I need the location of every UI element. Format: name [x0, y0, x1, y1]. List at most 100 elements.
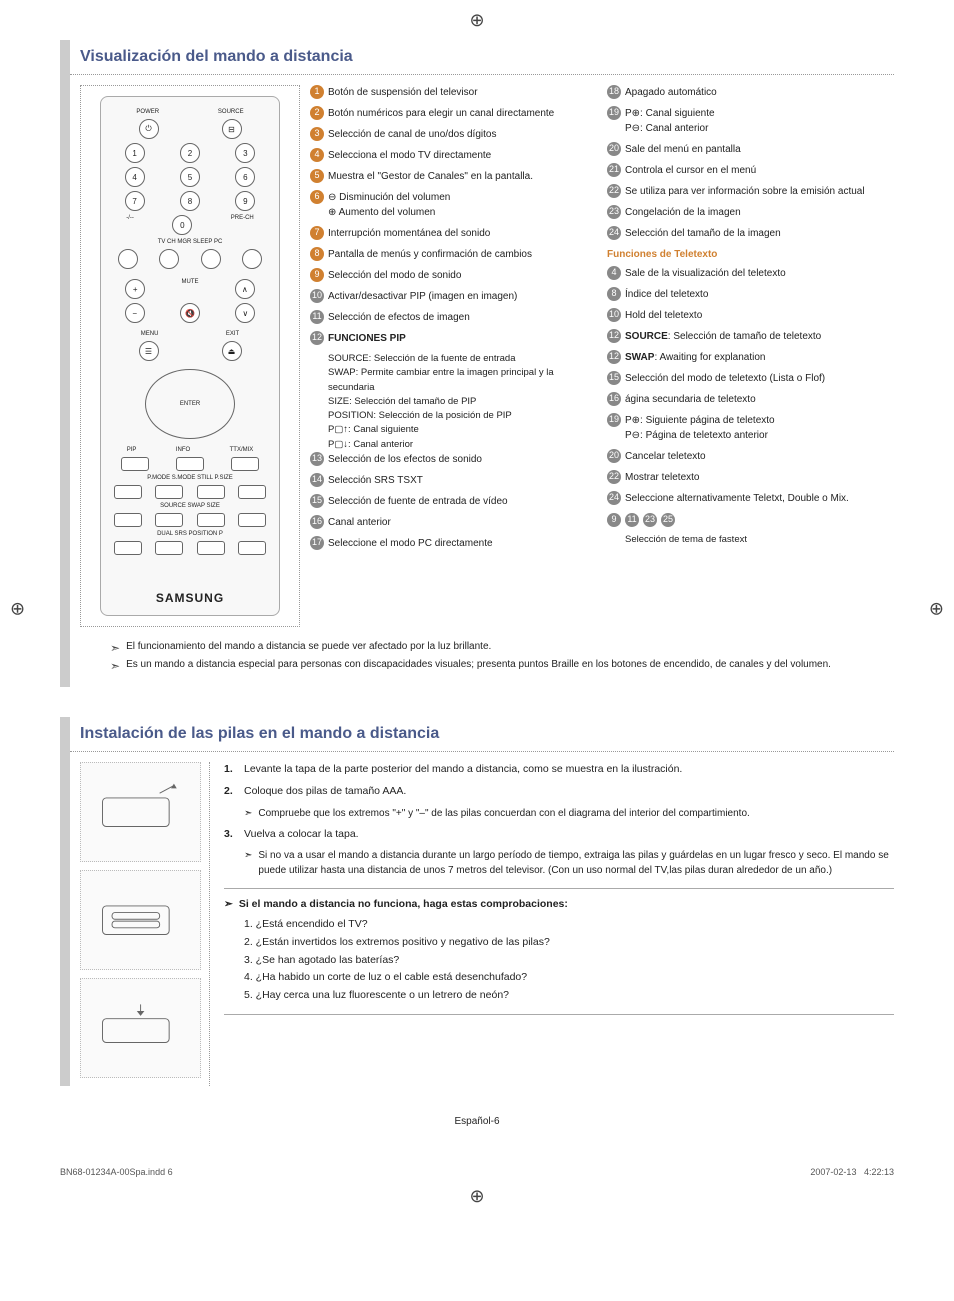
callout-text: Seleccione alternativamente Teletxt, Dou… — [625, 491, 894, 506]
arrow-icon: ➣ — [110, 659, 120, 673]
pip-line: POSITION: Selección de la posición de PI… — [328, 409, 597, 423]
troubleshoot-item: 2. ¿Están invertidos los extremos positi… — [244, 935, 894, 951]
callout-text: Sale del menú en pantalla — [625, 142, 894, 157]
callout-num: 5 — [310, 169, 324, 183]
battery-step-3-img — [80, 978, 201, 1078]
callout-text: Selección de canal de uno/dos dígitos — [328, 127, 597, 142]
callout-text: Mostrar teletexto — [625, 470, 894, 485]
callout-num: 10 — [310, 289, 324, 303]
callout-num: 25 — [661, 513, 675, 527]
pip-line: SWAP: Permite cambiar entre la imagen pr… — [328, 366, 597, 395]
callout-num: 11 — [625, 513, 639, 527]
callout-num: 10 — [607, 308, 621, 322]
callout-text: Interrupción momentánea del sonido — [328, 226, 597, 241]
callout-num: 19 — [607, 106, 621, 120]
callout-text: Sale de la visualización del teletexto — [625, 266, 894, 281]
callout-num: 22 — [607, 184, 621, 198]
note-text: Es un mando a distancia especial para pe… — [126, 659, 831, 670]
print-time: 4:22:13 — [864, 1167, 894, 1177]
callout-num: 24 — [607, 226, 621, 240]
callout-text: Selección de fuente de entrada de vídeo — [328, 494, 597, 509]
callout-text: Muestra el "Gestor de Canales" en la pan… — [328, 169, 597, 184]
note-text: El funcionamiento del mando a distancia … — [126, 641, 491, 652]
step-subtext: Si no va a usar el mando a distancia dur… — [258, 848, 894, 878]
callout-num: 4 — [607, 266, 621, 280]
callout-text: Pantalla de menús y confirmación de camb… — [328, 247, 597, 262]
troubleshoot-item: 3. ¿Se han agotado las baterías? — [244, 953, 894, 969]
callout-num: 18 — [607, 85, 621, 99]
callout-text: P⊕: Canal siguienteP⊖: Canal anterior — [625, 106, 894, 136]
callout-num: 22 — [607, 470, 621, 484]
registration-mark: ⊕ — [469, 10, 484, 31]
callout-num: 19 — [607, 413, 621, 427]
step-text: Levante la tapa de la parte posterior de… — [244, 762, 682, 778]
arrow-icon: ➣ — [244, 848, 252, 878]
callout-text: Canal anterior — [328, 515, 597, 530]
callout-num: 15 — [310, 494, 324, 508]
page-number: Español-6 — [60, 1116, 894, 1127]
remote-notes: ➣ El funcionamiento del mando a distancia… — [70, 627, 894, 687]
registration-mark: ⊕ — [469, 1186, 484, 1207]
callout-num: 24 — [607, 491, 621, 505]
registration-mark: ⊕ — [929, 598, 944, 619]
troubleshoot-item: 4. ¿Ha habido un corte de luz o el cable… — [244, 970, 894, 986]
callout-text: Botón de suspensión del televisor — [328, 85, 597, 100]
description-column-1: 1Botón de suspensión del televisor2Botón… — [310, 85, 597, 627]
callout-text: Seleccione el modo PC directamente — [328, 536, 597, 551]
callout-text: P⊕: Siguiente página de teletextoP⊖: Pág… — [625, 413, 894, 443]
callout-num: 11 — [310, 310, 324, 324]
callout-text: Cancelar teletexto — [625, 449, 894, 464]
step-number: 3. — [224, 827, 244, 843]
callout-text: Activar/desactivar PIP (imagen en imagen… — [328, 289, 597, 304]
callout-text: Selección de los efectos de sonido — [328, 452, 597, 467]
pip-line: SOURCE: Selección de la fuente de entrad… — [328, 352, 597, 366]
battery-step-2-img — [80, 870, 201, 970]
callout-num: 7 — [310, 226, 324, 240]
fastext-label: Selección de tema de fastext — [607, 533, 894, 547]
arrow-icon: ➣ — [110, 641, 120, 655]
step-subtext: Compruebe que los extremos "+" y "–" de … — [258, 806, 749, 821]
step-number: 2. — [224, 784, 244, 800]
pip-line: P▢↓: Canal anterior — [328, 438, 597, 452]
registration-mark: ⊕ — [10, 598, 25, 619]
callout-text: Selección del tamaño de la imagen — [625, 226, 894, 241]
callout-num: 16 — [310, 515, 324, 529]
print-date: 2007-02-13 — [810, 1167, 856, 1177]
callout-num: 17 — [310, 536, 324, 550]
fastext-numbers: 9112325 — [607, 512, 679, 527]
print-file-name: BN68-01234A-00Spa.indd 6 — [60, 1167, 173, 1177]
section-battery-install: Instalación de las pilas en el mando a d… — [60, 717, 894, 1086]
callout-text: Se utiliza para ver información sobre la… — [625, 184, 894, 199]
callout-text: Botón numéricos para elegir un canal dir… — [328, 106, 597, 121]
callout-text: Selección del modo de sonido — [328, 268, 597, 283]
callout-num: 21 — [607, 163, 621, 177]
step-text: Vuelva a colocar la tapa. — [244, 827, 359, 843]
callout-num: 2 — [310, 106, 324, 120]
callout-num: 13 — [310, 452, 324, 466]
arrow-icon: ➣ — [224, 897, 233, 913]
callout-num: 12 — [310, 331, 324, 345]
troubleshoot-block: ➣Si el mando a distancia no funciona, ha… — [224, 888, 894, 1015]
callout-num: 4 — [310, 148, 324, 162]
callout-text: Apagado automático — [625, 85, 894, 100]
remote-illustration: POWERSOURCE ⏻⊟ 123 456 789 -/--0PRE-CH T… — [100, 96, 280, 616]
step-number: 1. — [224, 762, 244, 778]
teletext-functions-head: Funciones de Teletexto — [607, 247, 894, 262]
callout-text: Hold del teletexto — [625, 308, 894, 323]
callout-text: Índice del teletexto — [625, 287, 894, 302]
section-title: Instalación de las pilas en el mando a d… — [70, 717, 894, 752]
battery-step-1-img — [80, 762, 201, 862]
battery-illustrations — [80, 762, 210, 1086]
callout-text: ⊖ Disminución del volumen⊕ Aumento del v… — [328, 190, 597, 220]
callout-num: 8 — [607, 287, 621, 301]
pip-line: P▢↑: Canal siguiente — [328, 423, 597, 437]
callout-num: 6 — [310, 190, 324, 204]
arrow-icon: ➣ — [244, 806, 252, 821]
section-remote-overview: Visualización del mando a distancia POWE… — [60, 40, 894, 687]
callout-num: 9 — [310, 268, 324, 282]
callout-num: 20 — [607, 449, 621, 463]
section-title: Visualización del mando a distancia — [70, 40, 894, 75]
print-footer: BN68-01234A-00Spa.indd 6 2007-02-13 4:22… — [60, 1167, 894, 1177]
description-column-2: 18 Apagado automático 19 P⊕: Canal siguient… — [607, 85, 894, 627]
pip-functions-head: FUNCIONES PIP — [328, 331, 597, 346]
